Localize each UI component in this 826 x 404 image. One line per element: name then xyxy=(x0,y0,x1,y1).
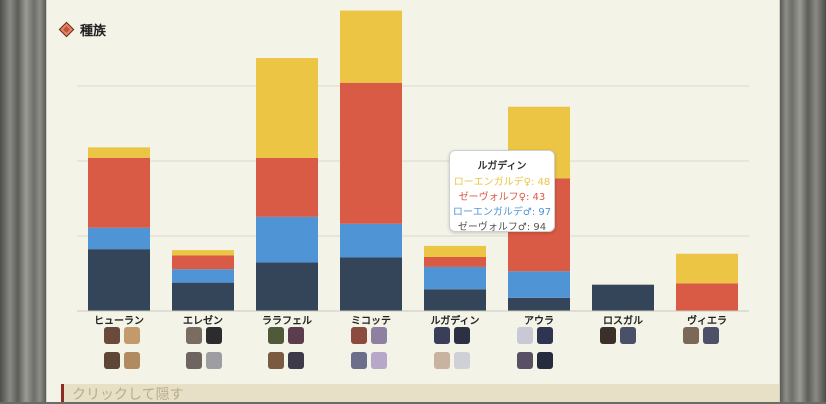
bar-segment[interactable] xyxy=(88,157,150,228)
avatar[interactable] xyxy=(537,327,553,344)
avatar[interactable] xyxy=(206,352,222,369)
avatar[interactable] xyxy=(600,327,616,344)
avatar[interactable] xyxy=(683,327,699,344)
x-tick-label: ヴィエラ xyxy=(687,314,727,327)
tooltip-row: ローエンガルデ♀: 48 xyxy=(453,177,551,188)
race-stacked-bar-chart: ヒューラン エレゼン ララフェル ミコッテ ルガディン アウラ ロスガル ヴィエラ xyxy=(77,10,749,327)
avatar[interactable] xyxy=(104,327,120,344)
section-title-text: 種族 xyxy=(80,24,107,39)
avatar[interactable] xyxy=(371,327,387,344)
x-tick-label: ミコッテ xyxy=(351,315,391,327)
bar-segment[interactable] xyxy=(256,262,318,311)
collapse-bar[interactable]: クリックして隠す xyxy=(61,384,779,403)
bar-segment[interactable] xyxy=(256,216,318,263)
bar-segment[interactable] xyxy=(256,58,318,159)
stone-frame-right xyxy=(780,0,826,402)
avatar[interactable] xyxy=(620,327,636,344)
bar-segment[interactable] xyxy=(508,297,570,311)
avatar[interactable] xyxy=(434,327,450,344)
bar-segment[interactable] xyxy=(340,10,402,83)
bar-segment[interactable] xyxy=(424,245,486,257)
bar-segment[interactable] xyxy=(424,257,486,267)
avatar[interactable] xyxy=(371,352,387,369)
avatar[interactable] xyxy=(186,352,202,369)
stone-frame-left xyxy=(0,0,46,402)
avatar[interactable] xyxy=(288,327,304,344)
avatar-group-3 xyxy=(268,327,304,344)
avatar[interactable] xyxy=(268,327,284,344)
bar-segment[interactable] xyxy=(88,147,150,158)
avatar[interactable] xyxy=(124,352,140,369)
bar-segment[interactable] xyxy=(592,284,654,311)
avatar-group-6b xyxy=(517,352,553,369)
tooltip-row: ゼーヴォルフ♂: 94 xyxy=(457,222,547,233)
bar-segment[interactable] xyxy=(676,253,738,284)
tooltip-row: ゼーヴォルフ♀: 43 xyxy=(458,192,546,203)
bar-segment[interactable] xyxy=(340,82,402,224)
bar-segment[interactable] xyxy=(340,223,402,258)
avatar[interactable] xyxy=(517,352,533,369)
avatar-group-1b xyxy=(104,352,140,369)
avatar-group-2b xyxy=(186,352,222,369)
x-tick-label: ロスガル xyxy=(603,314,643,327)
tooltip-title: ルガディン xyxy=(477,161,527,172)
chart-tooltip: ルガディン ローエンガルデ♀: 48 ゼーヴォルフ♀: 43 ローエンガルデ♂:… xyxy=(449,150,555,233)
avatar[interactable] xyxy=(351,352,367,369)
avatar[interactable] xyxy=(434,352,450,369)
bar-segment[interactable] xyxy=(676,283,738,311)
avatar[interactable] xyxy=(104,352,120,369)
x-tick-label: ヒューラン xyxy=(94,315,144,327)
avatar-group-3b xyxy=(268,352,304,369)
x-tick-label: ララフェル xyxy=(262,315,312,327)
bar-segment[interactable] xyxy=(340,257,402,311)
x-tick-label: アウラ xyxy=(524,315,554,327)
avatar[interactable] xyxy=(268,352,284,369)
avatar-group-4b xyxy=(351,352,387,369)
bar-segment[interactable] xyxy=(172,250,234,256)
bar-segment[interactable] xyxy=(256,158,318,217)
avatar[interactable] xyxy=(454,352,470,369)
avatar[interactable] xyxy=(124,327,140,344)
avatar[interactable] xyxy=(186,327,202,344)
avatar-group-8 xyxy=(683,327,719,344)
avatar-group-4 xyxy=(351,327,387,344)
avatar[interactable] xyxy=(206,327,222,344)
avatar-group-5b xyxy=(434,352,470,369)
content-panel: 種族 ヒューラン エレゼン ララフェル ミコッテ ルガディン アウラ ロスガル ヴィエラ ルガ… xyxy=(46,0,780,403)
tooltip-row: ローエンガルデ♂: 97 xyxy=(452,207,552,218)
avatar-group-2 xyxy=(186,327,222,344)
collapse-label: クリックして隠す xyxy=(72,387,184,403)
bar-segment[interactable] xyxy=(88,249,150,311)
avatar-group-6 xyxy=(517,327,553,344)
x-tick-label: ルガディン xyxy=(431,314,480,327)
avatar-group-7 xyxy=(600,327,636,344)
x-tick-label: エレゼン xyxy=(183,314,223,327)
avatar[interactable] xyxy=(517,327,533,344)
avatar-group-1 xyxy=(104,327,140,344)
bar-segment[interactable] xyxy=(508,271,570,298)
avatar-group-5 xyxy=(434,327,470,344)
avatar[interactable] xyxy=(288,352,304,369)
avatar[interactable] xyxy=(351,327,367,344)
section-title: 種族 xyxy=(58,20,107,39)
avatar[interactable] xyxy=(703,327,719,344)
bar-segment[interactable] xyxy=(172,255,234,270)
bar-segment[interactable] xyxy=(88,227,150,250)
avatar[interactable] xyxy=(454,327,470,344)
avatar[interactable] xyxy=(537,352,553,369)
bar-segment[interactable] xyxy=(172,282,234,311)
bar-segment[interactable] xyxy=(424,266,486,290)
bar-segment[interactable] xyxy=(424,289,486,311)
bar-segment[interactable] xyxy=(172,269,234,283)
